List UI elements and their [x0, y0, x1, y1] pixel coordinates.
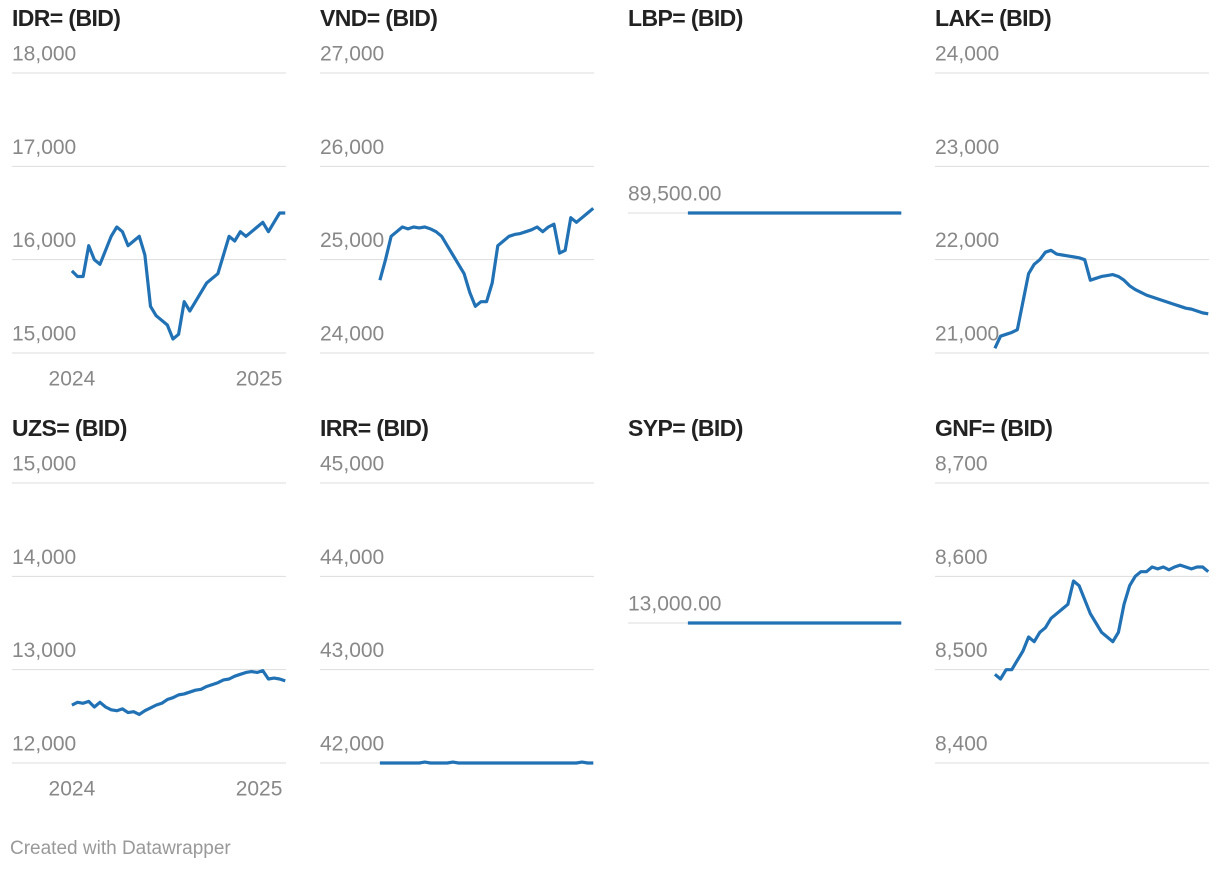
- y-tick-label: 44,000: [320, 546, 384, 569]
- y-tick-label: 21,000: [935, 323, 999, 346]
- chart-title: IDR= (BID): [12, 5, 120, 31]
- y-tick-label: 16,000: [12, 229, 76, 252]
- y-tick-label: 45,000: [320, 453, 384, 476]
- x-tick-label: 2025: [236, 778, 283, 801]
- y-tick-label: 18,000: [12, 43, 76, 66]
- chart-title: LBP= (BID): [628, 5, 743, 31]
- data-line: [993, 563, 1210, 681]
- y-tick-label: 13,000: [12, 639, 76, 662]
- chart-title: LAK= (BID): [935, 5, 1051, 31]
- y-tick-label: 24,000: [320, 323, 384, 346]
- chart-title: IRR= (BID): [320, 415, 428, 441]
- y-tick-label: 42,000: [320, 733, 384, 756]
- y-tick-label: 14,000: [12, 546, 76, 569]
- chart-title: SYP= (BID): [628, 415, 743, 441]
- chart-title: VND= (BID): [320, 5, 437, 31]
- data-line: [379, 760, 594, 765]
- y-tick-label: 15,000: [12, 323, 76, 346]
- y-tick-label: 12,000: [12, 733, 76, 756]
- x-tick-label: 2025: [236, 368, 283, 391]
- y-tick-label: 24,000: [935, 43, 999, 66]
- data-line: [378, 207, 595, 308]
- y-tick-label: 43,000: [320, 639, 384, 662]
- y-tick-label: 89,500.00: [628, 183, 721, 206]
- y-tick-label: 23,000: [935, 136, 999, 159]
- chart-title: UZS= (BID): [12, 415, 127, 441]
- y-tick-label: 8,500: [935, 639, 988, 662]
- credit: Created with Datawrapper: [10, 838, 231, 859]
- y-tick-label: 15,000: [12, 453, 76, 476]
- data-line: [993, 248, 1209, 350]
- y-tick-label: 8,400: [935, 733, 988, 756]
- x-tick-label: 2024: [49, 368, 96, 391]
- y-tick-label: 27,000: [320, 43, 384, 66]
- y-tick-label: 17,000: [12, 136, 76, 159]
- y-tick-label: 8,700: [935, 453, 988, 476]
- chart-title: GNF= (BID): [935, 415, 1052, 441]
- y-tick-label: 22,000: [935, 229, 999, 252]
- x-tick-label: 2024: [49, 778, 96, 801]
- y-tick-label: 25,000: [320, 229, 384, 252]
- data-line: [71, 669, 286, 717]
- y-tick-label: 13,000.00: [628, 593, 721, 616]
- data-line: [70, 211, 286, 341]
- y-tick-label: 8,600: [935, 546, 988, 569]
- y-tick-label: 26,000: [320, 136, 384, 159]
